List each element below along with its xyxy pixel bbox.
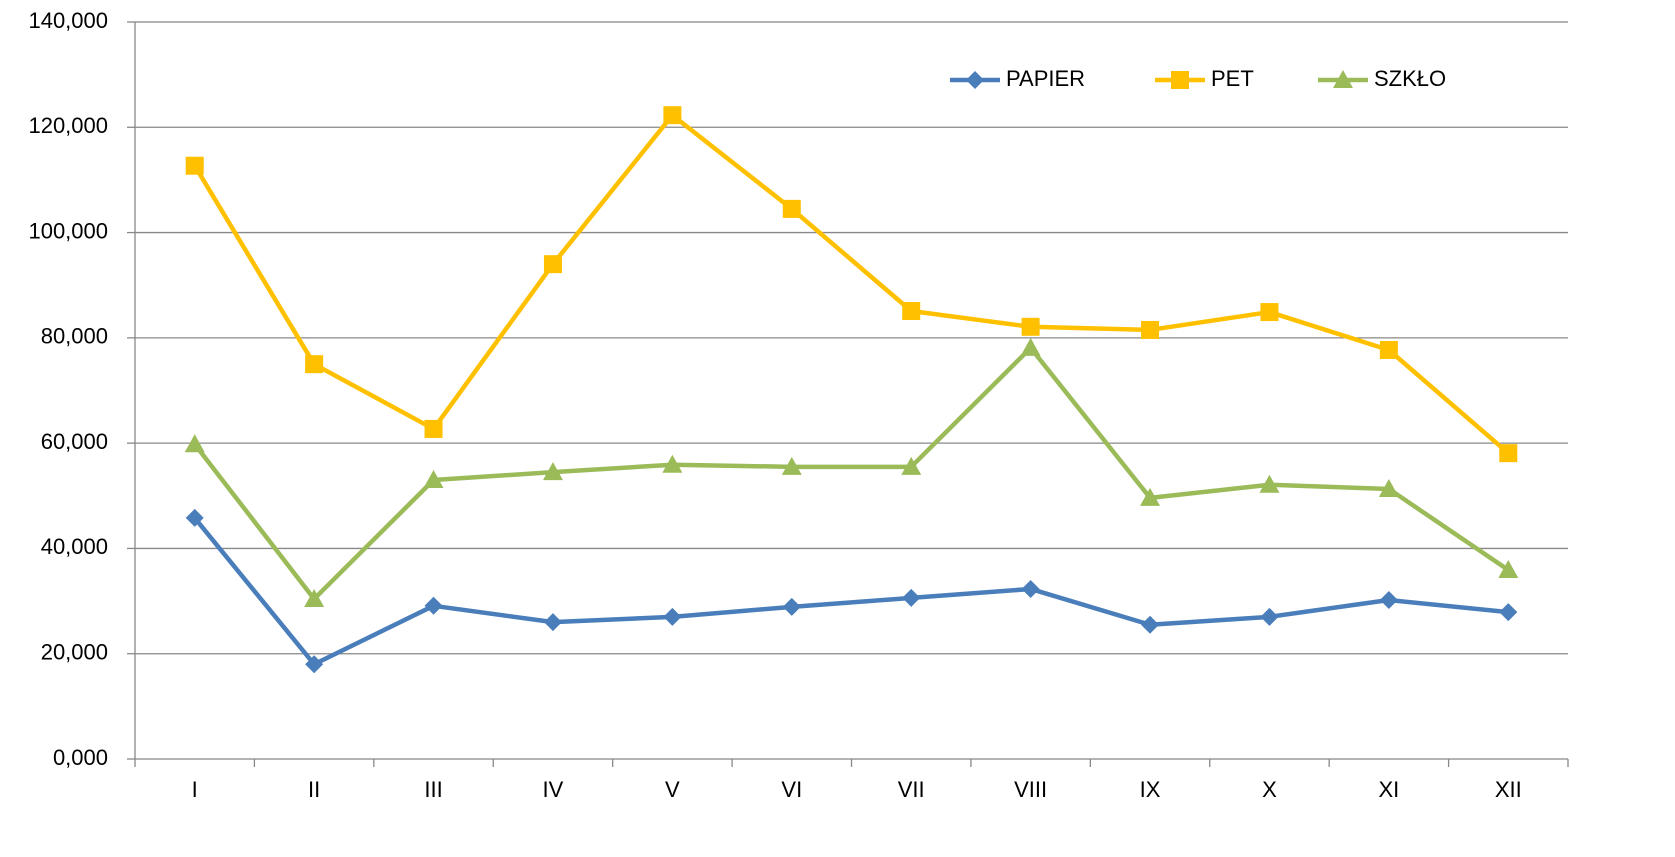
x-tick-label: IX bbox=[1140, 777, 1161, 802]
marker bbox=[1021, 317, 1040, 336]
x-tick-label: V bbox=[665, 777, 680, 802]
marker bbox=[901, 456, 922, 475]
x-tick-label: II bbox=[308, 777, 320, 802]
series-line bbox=[192, 112, 1510, 455]
marker bbox=[781, 456, 802, 475]
y-tick-label: 80,000 bbox=[41, 324, 108, 349]
marker bbox=[663, 607, 682, 626]
marker bbox=[1259, 474, 1280, 493]
marker bbox=[185, 508, 204, 527]
marker bbox=[1378, 478, 1399, 497]
marker bbox=[1140, 487, 1161, 506]
y-tick-label: 140,000 bbox=[28, 8, 108, 33]
legend-label: PET bbox=[1211, 66, 1254, 91]
x-tick-label: VI bbox=[781, 777, 802, 802]
legend-label: PAPIER bbox=[1006, 66, 1085, 91]
marker bbox=[423, 469, 444, 488]
marker bbox=[1499, 603, 1518, 622]
y-tick-label: 40,000 bbox=[41, 534, 108, 559]
marker bbox=[1141, 615, 1160, 634]
marker bbox=[543, 613, 562, 632]
marker bbox=[543, 255, 562, 274]
marker bbox=[542, 462, 563, 481]
marker bbox=[1260, 303, 1279, 322]
x-tick-label: IV bbox=[543, 777, 564, 802]
series-line bbox=[192, 516, 1509, 667]
y-tick-label: 0,000 bbox=[53, 745, 108, 770]
marker bbox=[662, 454, 683, 473]
marker bbox=[663, 106, 682, 125]
marker bbox=[966, 71, 984, 89]
marker bbox=[902, 588, 921, 607]
y-tick-label: 60,000 bbox=[41, 429, 108, 454]
marker bbox=[1498, 560, 1519, 579]
y-tick-label: 100,000 bbox=[28, 218, 108, 243]
marker bbox=[1379, 340, 1398, 359]
marker bbox=[1020, 337, 1041, 356]
marker bbox=[782, 199, 801, 218]
x-tick-label: XI bbox=[1378, 777, 1399, 802]
marker bbox=[184, 434, 205, 453]
marker bbox=[304, 588, 325, 607]
marker bbox=[1333, 70, 1353, 88]
marker bbox=[424, 596, 443, 615]
x-tick-label: VII bbox=[898, 777, 925, 802]
y-tick-label: 20,000 bbox=[41, 640, 108, 665]
x-tick-label: I bbox=[192, 777, 198, 802]
marker bbox=[1499, 444, 1518, 463]
marker bbox=[185, 156, 204, 175]
marker bbox=[305, 355, 324, 374]
x-tick-label: III bbox=[424, 777, 442, 802]
marker bbox=[1260, 607, 1279, 626]
x-tick-label: XII bbox=[1495, 777, 1522, 802]
legend-box bbox=[888, 50, 1505, 126]
marker bbox=[305, 655, 324, 674]
marker bbox=[902, 302, 921, 321]
marker bbox=[1379, 591, 1398, 610]
marker bbox=[1171, 71, 1189, 89]
marker bbox=[1141, 320, 1160, 339]
legend-label: SZKŁO bbox=[1374, 66, 1446, 91]
x-tick-label: VIII bbox=[1014, 777, 1047, 802]
marker bbox=[782, 597, 801, 616]
series-line bbox=[192, 345, 1510, 602]
marker bbox=[424, 419, 443, 438]
y-tick-label: 120,000 bbox=[28, 113, 108, 138]
x-tick-label: X bbox=[1262, 777, 1277, 802]
marker bbox=[1021, 579, 1040, 598]
